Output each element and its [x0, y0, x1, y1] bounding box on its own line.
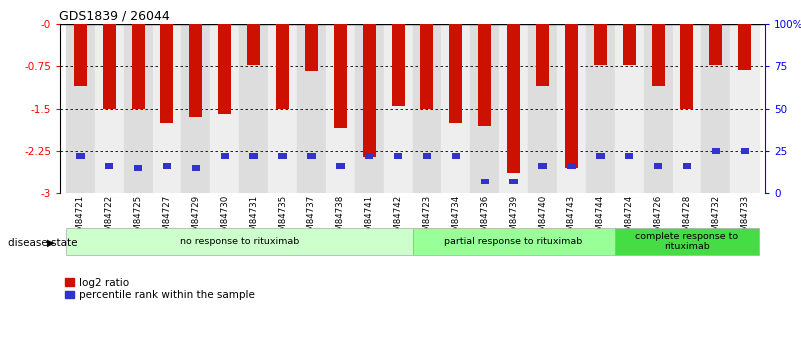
- Bar: [423, 153, 431, 159]
- Bar: [134, 165, 143, 171]
- Bar: [297, 24, 326, 193]
- Bar: [66, 24, 95, 193]
- Bar: [681, 24, 694, 109]
- Bar: [181, 24, 211, 193]
- Bar: [305, 24, 318, 71]
- Text: no response to rituximab: no response to rituximab: [179, 237, 299, 246]
- Bar: [365, 153, 373, 159]
- Bar: [276, 24, 289, 109]
- Bar: [163, 163, 171, 169]
- Bar: [731, 24, 759, 193]
- Text: ▶: ▶: [47, 238, 54, 248]
- Bar: [536, 24, 549, 86]
- Bar: [441, 24, 470, 193]
- Bar: [307, 153, 316, 159]
- Bar: [586, 24, 614, 193]
- Bar: [622, 24, 636, 65]
- Bar: [413, 24, 441, 193]
- Bar: [355, 24, 384, 193]
- Bar: [710, 24, 723, 65]
- Legend: log2 ratio, percentile rank within the sample: log2 ratio, percentile rank within the s…: [66, 278, 255, 300]
- FancyBboxPatch shape: [614, 228, 759, 255]
- Bar: [625, 153, 634, 159]
- Bar: [211, 24, 239, 193]
- Bar: [95, 24, 123, 193]
- Bar: [565, 24, 578, 168]
- Bar: [470, 24, 499, 193]
- Bar: [239, 24, 268, 193]
- Text: partial response to rituximab: partial response to rituximab: [445, 237, 583, 246]
- Bar: [702, 24, 731, 193]
- Bar: [651, 24, 665, 86]
- Bar: [74, 24, 87, 86]
- Bar: [249, 153, 258, 159]
- Bar: [248, 24, 260, 65]
- Text: GDS1839 / 26044: GDS1839 / 26044: [58, 10, 170, 23]
- Bar: [392, 24, 405, 106]
- Bar: [160, 24, 174, 123]
- Bar: [596, 153, 605, 159]
- Bar: [740, 148, 749, 154]
- Bar: [507, 24, 520, 174]
- Bar: [268, 24, 297, 193]
- Bar: [614, 24, 644, 193]
- Bar: [394, 153, 402, 159]
- Bar: [336, 163, 344, 169]
- Bar: [105, 163, 114, 169]
- Bar: [220, 153, 229, 159]
- Bar: [421, 24, 433, 109]
- FancyBboxPatch shape: [66, 228, 413, 255]
- Bar: [452, 153, 460, 159]
- Bar: [567, 163, 576, 169]
- Bar: [509, 179, 518, 184]
- Bar: [682, 163, 691, 169]
- Bar: [363, 24, 376, 157]
- Bar: [449, 24, 462, 123]
- Bar: [654, 163, 662, 169]
- Bar: [478, 24, 491, 126]
- Bar: [538, 163, 547, 169]
- Bar: [711, 148, 720, 154]
- Text: complete response to
rituximab: complete response to rituximab: [635, 232, 739, 251]
- Bar: [384, 24, 413, 193]
- Bar: [278, 153, 287, 159]
- Bar: [326, 24, 355, 193]
- Bar: [594, 24, 607, 65]
- Bar: [123, 24, 152, 193]
- Bar: [481, 179, 489, 184]
- Bar: [103, 24, 115, 109]
- FancyBboxPatch shape: [413, 228, 614, 255]
- Bar: [152, 24, 181, 193]
- Bar: [557, 24, 586, 193]
- Text: disease state: disease state: [8, 238, 78, 248]
- Bar: [644, 24, 673, 193]
- Bar: [218, 24, 231, 114]
- Bar: [191, 165, 200, 171]
- Bar: [528, 24, 557, 193]
- Bar: [499, 24, 528, 193]
- Bar: [131, 24, 144, 109]
- Bar: [673, 24, 702, 193]
- Bar: [334, 24, 347, 128]
- Bar: [76, 153, 85, 159]
- Bar: [189, 24, 203, 117]
- Bar: [739, 24, 751, 70]
